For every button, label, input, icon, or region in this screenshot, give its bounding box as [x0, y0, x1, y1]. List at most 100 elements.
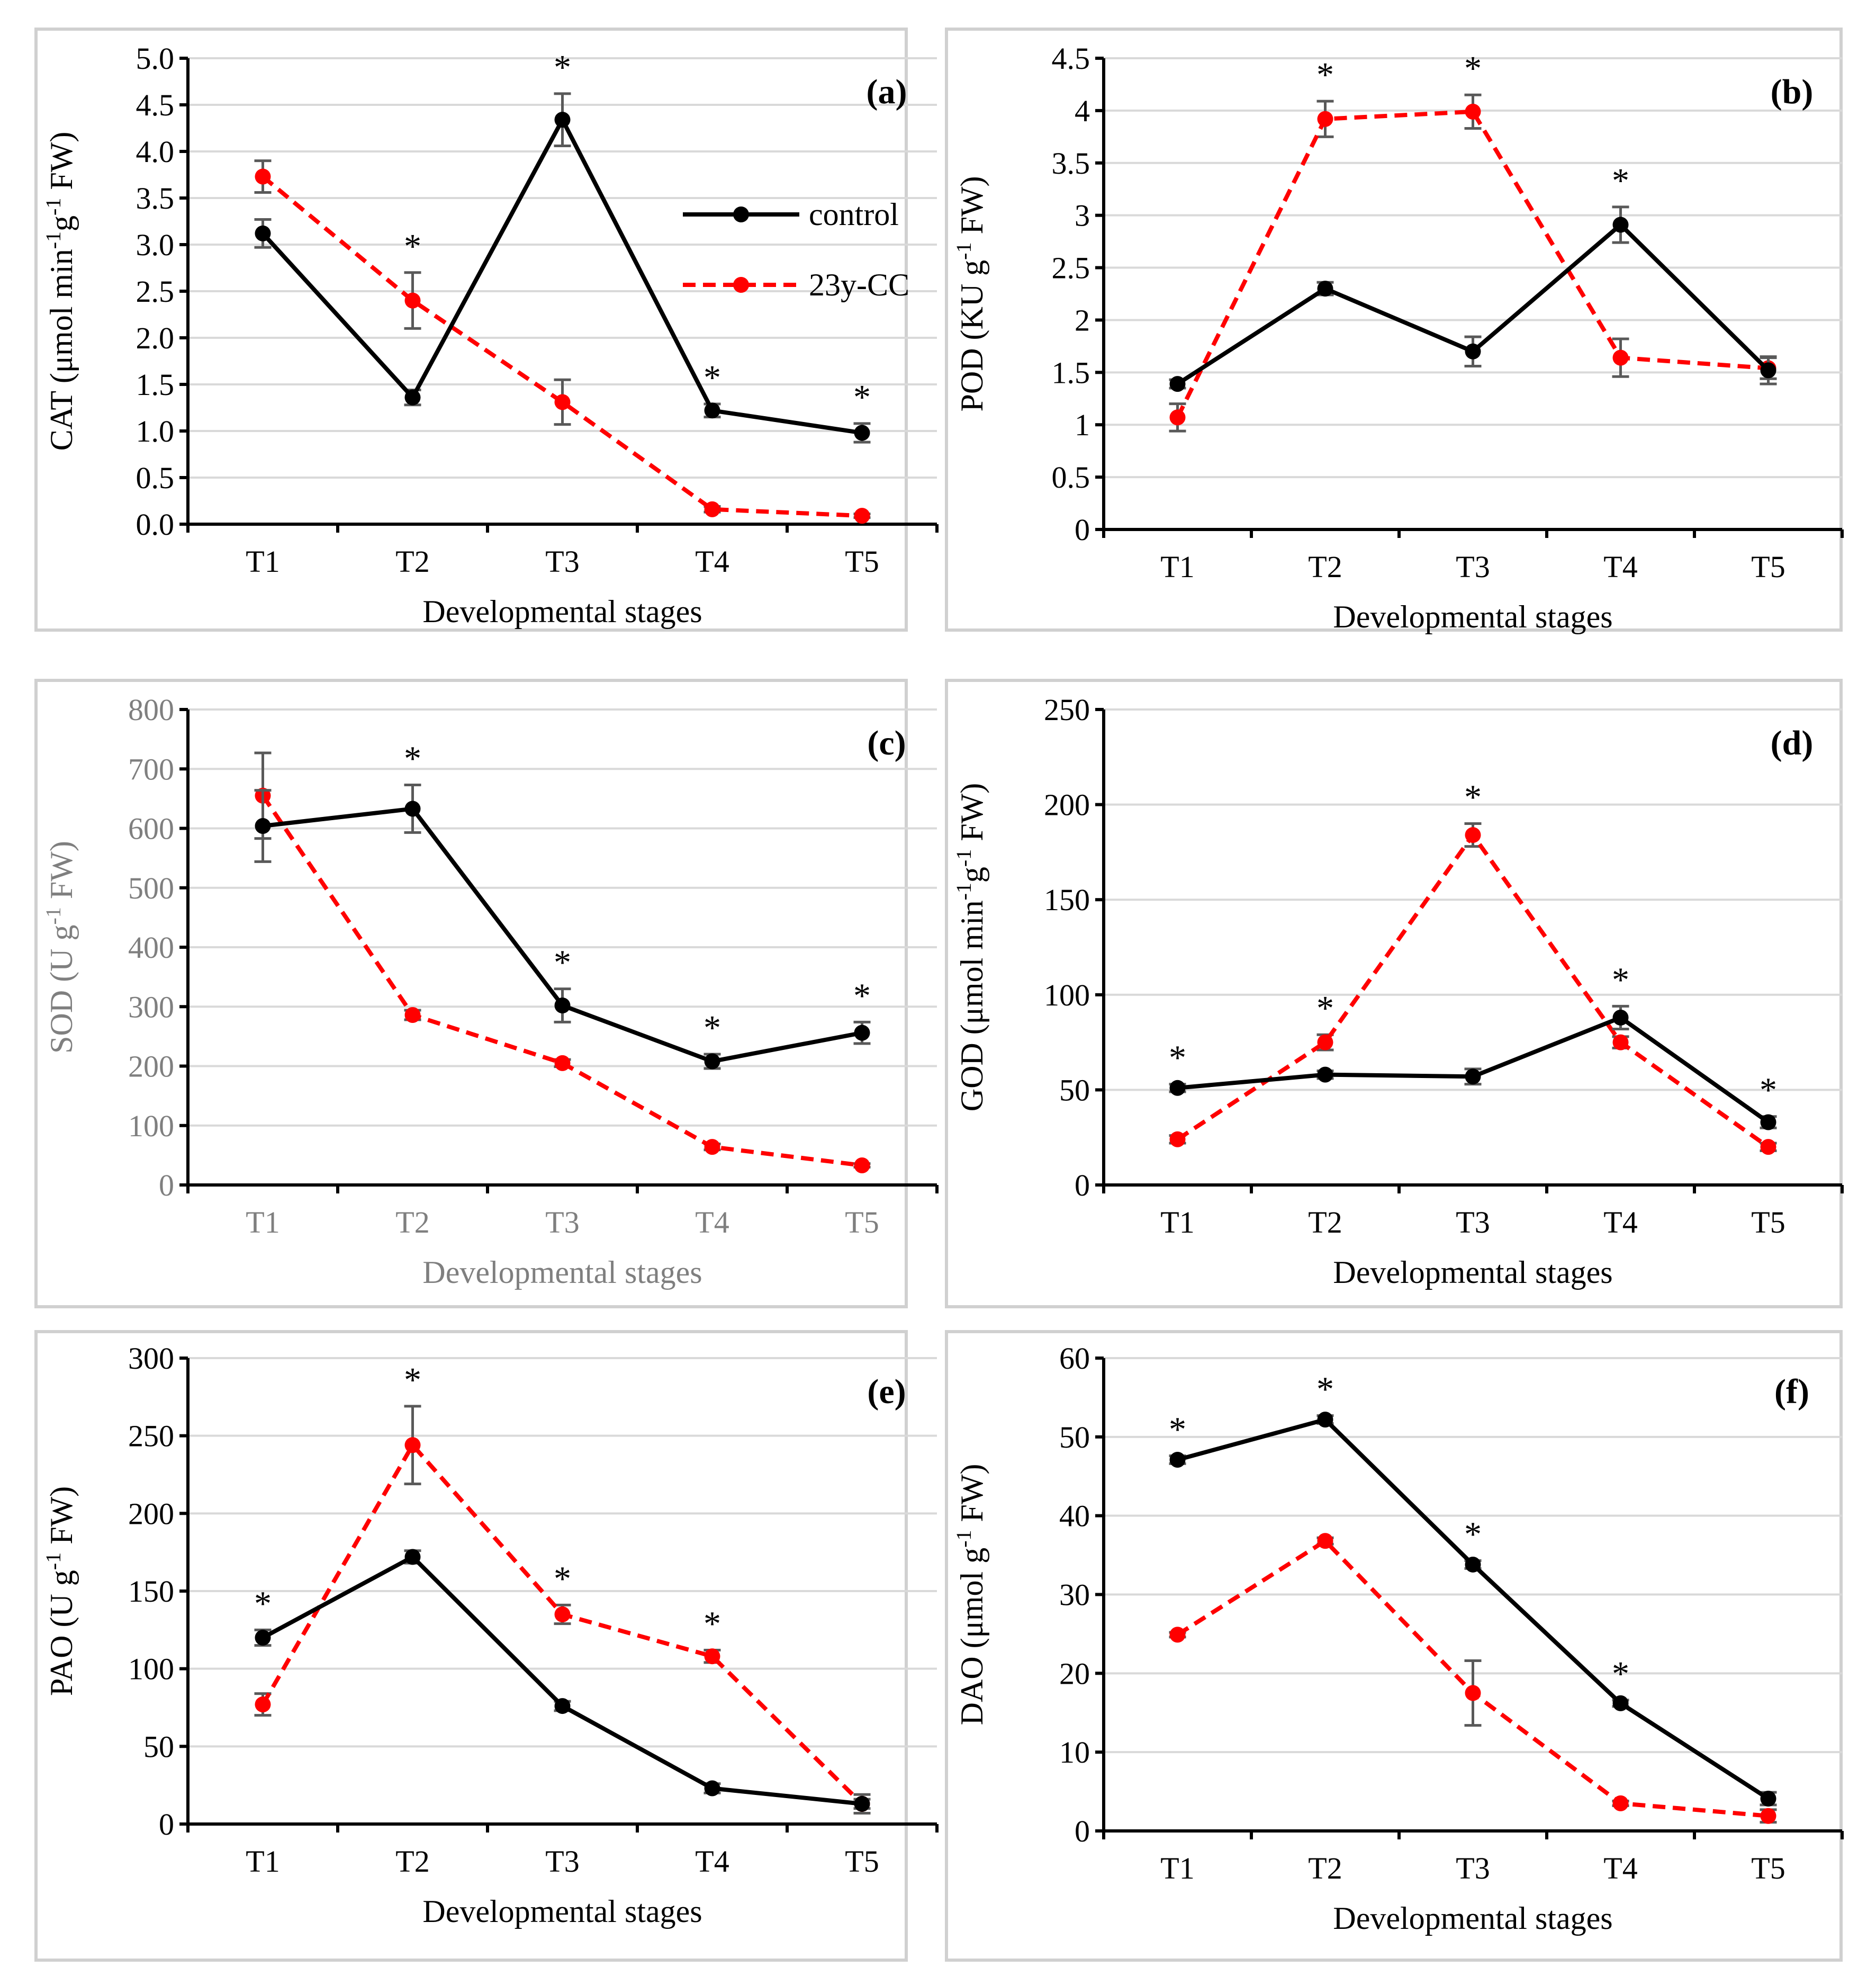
data-point: [704, 1780, 720, 1797]
data-point: [255, 1630, 271, 1646]
series-control: [1169, 1004, 1777, 1130]
y-axis-title-part: PAO (U g: [44, 1570, 79, 1696]
y-axis-title-part: FW): [954, 783, 989, 849]
x-tick-label: T1: [246, 1205, 279, 1239]
y-tick-label: 2.0: [136, 321, 175, 355]
y-tick-label: 250: [128, 1419, 174, 1453]
series-control: [254, 92, 871, 444]
significance-star: *: [404, 740, 421, 778]
y-tick-label: 4.0: [136, 134, 175, 169]
data-point: [1465, 1685, 1481, 1701]
panel-border: [34, 28, 908, 632]
x-tick-label: T3: [545, 1205, 579, 1239]
series-treatment: [1169, 1533, 1777, 1824]
data-point: [255, 818, 271, 834]
y-axis-title: SOD (U g-1 FW): [41, 841, 79, 1054]
y-tick-label: 600: [128, 812, 174, 846]
panel-border: [945, 679, 1843, 1308]
y-axis-title-sup: -1: [952, 883, 976, 900]
y-tick-label: 700: [128, 752, 174, 786]
y-axis-title-part: POD (KU g: [954, 260, 989, 412]
panel-label: (b): [1771, 73, 1814, 111]
significance-star: *: [1612, 161, 1629, 200]
y-tick-label: 40: [1059, 1499, 1090, 1533]
y-axis-title: PAO (U g-1 FW): [41, 1486, 79, 1696]
data-point: [854, 425, 870, 441]
data-point: [1760, 1808, 1776, 1824]
x-tick-label: T4: [1603, 1205, 1637, 1239]
x-tick-label: T1: [1160, 550, 1194, 584]
y-tick-label: 300: [128, 1341, 174, 1376]
y-tick-label: 20: [1059, 1656, 1090, 1691]
data-point: [1317, 1412, 1333, 1428]
data-point: [554, 394, 571, 410]
y-tick-label: 50: [143, 1729, 174, 1764]
y-tick-label: 2: [1075, 303, 1090, 337]
y-tick-label: 3.5: [1052, 146, 1090, 181]
data-point: [404, 801, 421, 817]
data-point: [554, 1055, 571, 1071]
x-tick-label: T1: [246, 1844, 279, 1879]
x-tick-label: T2: [1308, 1205, 1342, 1239]
data-point: [1169, 1080, 1186, 1096]
data-point: [1169, 1131, 1186, 1147]
significance-star: *: [554, 48, 571, 87]
y-tick-label: 0: [159, 1807, 174, 1842]
panel-label: (e): [867, 1372, 906, 1411]
significance-star: *: [853, 976, 871, 1015]
panel-label: (f): [1774, 1372, 1809, 1411]
y-axis-title: GOD (μmol min-1g-1 FW): [952, 783, 990, 1111]
y-tick-label: 1.5: [1052, 355, 1090, 390]
panel-border: [945, 1330, 1843, 1962]
data-point: [1612, 1009, 1629, 1026]
x-tick-label: T5: [845, 544, 879, 579]
y-axis-title-sup: -1: [41, 231, 65, 249]
series-line: [1175, 109, 1769, 419]
significance-star: *: [1169, 1039, 1186, 1077]
y-tick-label: 0: [1075, 1814, 1090, 1848]
x-tick-label: T3: [1456, 1205, 1490, 1239]
y-tick-label: 4.5: [1052, 41, 1090, 76]
y-axis-title-sup: -1: [952, 242, 976, 259]
panel-label: (c): [867, 724, 906, 762]
y-axis-title-part: DAO (μmol g: [954, 1548, 989, 1725]
data-point: [554, 998, 571, 1014]
x-tick-label: T4: [695, 1205, 729, 1239]
y-tick-label: 30: [1059, 1578, 1090, 1612]
significance-star: *: [1464, 1515, 1482, 1554]
data-point: [404, 292, 421, 309]
data-point: [1612, 217, 1629, 233]
x-tick-label: T2: [395, 1844, 429, 1879]
y-tick-label: 50: [1059, 1420, 1090, 1454]
panel-label: (d): [1771, 724, 1814, 762]
data-point: [255, 168, 271, 185]
y-tick-label: 4.5: [136, 88, 175, 122]
x-tick-label: T1: [246, 544, 279, 579]
y-axis-title-part: FW): [44, 132, 79, 198]
data-point: [1760, 1790, 1776, 1807]
x-tick-label: T3: [545, 544, 579, 579]
data-point: [1760, 362, 1776, 379]
data-point: [554, 1698, 571, 1714]
y-tick-label: 0.5: [136, 461, 175, 495]
data-point: [704, 1139, 720, 1155]
x-axis-title: Developmental stages: [1333, 1255, 1612, 1290]
series-treatment: [1169, 822, 1777, 1155]
y-axis-title-part: FW): [954, 1464, 989, 1530]
y-tick-label: 60: [1059, 1341, 1090, 1376]
significance-star: *: [1316, 989, 1334, 1028]
significance-star: *: [1316, 1370, 1334, 1409]
y-axis-title-part: FW): [44, 841, 79, 907]
data-point: [404, 1437, 421, 1453]
data-point: [704, 1648, 720, 1665]
data-point: [1465, 1556, 1481, 1573]
y-axis-title-sup: -1: [41, 907, 65, 924]
x-tick-label: T2: [395, 1205, 429, 1239]
x-axis-title: Developmental stages: [422, 1255, 702, 1290]
significance-star: *: [704, 1009, 721, 1047]
significance-star: *: [554, 944, 571, 982]
panel-border: [945, 28, 1843, 632]
x-tick-label: T4: [1603, 550, 1637, 584]
y-tick-label: 150: [128, 1574, 174, 1609]
series-treatment: [254, 1405, 871, 1815]
